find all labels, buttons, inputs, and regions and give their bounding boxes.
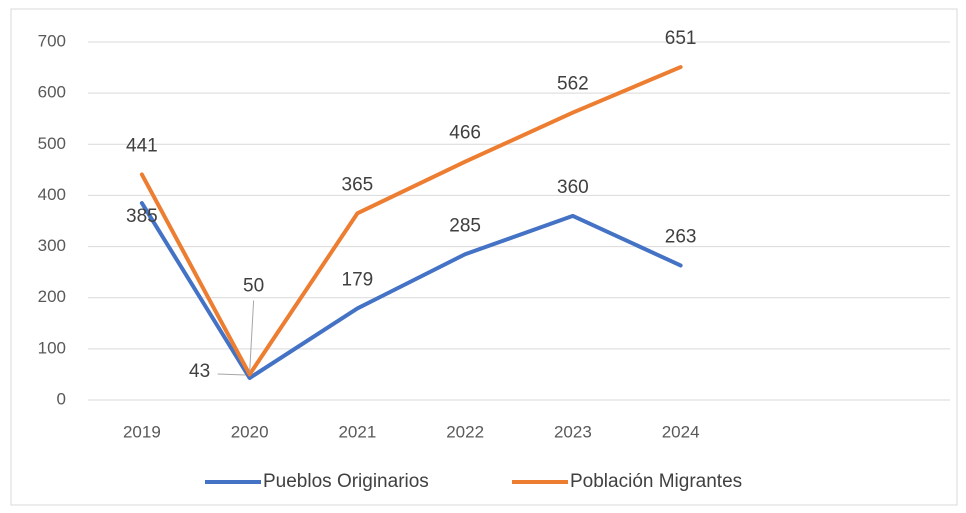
data-label: 441 [126,135,158,156]
data-label: 43 [189,361,210,382]
series-line [139,65,683,377]
x-tick-label: 2019 [123,422,161,441]
y-tick-label: 400 [38,185,66,204]
data-label: 50 [243,275,264,296]
y-tick-label: 700 [38,31,66,50]
data-label: 285 [449,215,481,236]
y-tick-label: 200 [38,287,66,306]
data-label: 385 [126,206,158,227]
x-tick-label: 2024 [662,422,700,441]
data-label: 466 [449,123,481,144]
legend-label: Población Migrantes [570,471,742,492]
x-tick-label: 2022 [446,422,484,441]
data-label: 365 [342,174,374,195]
chart-border [10,8,958,506]
y-tick-label: 100 [38,338,66,357]
x-tick-label: 2023 [554,422,592,441]
y-tick-label: 600 [38,83,66,102]
data-label: 360 [557,177,589,198]
data-label: 179 [342,269,374,290]
x-tick-label: 2021 [338,422,376,441]
data-label: 562 [557,74,589,95]
data-label: 651 [665,28,697,49]
y-tick-label: 500 [38,134,66,153]
x-tick-label: 2020 [231,422,269,441]
leader-line [217,373,246,376]
y-tick-label: 0 [57,389,66,408]
legend-label: Pueblos Originarios [263,471,429,492]
leader-line [249,300,255,373]
series-line [139,201,683,381]
data-label: 263 [665,227,697,248]
y-tick-label: 300 [38,236,66,255]
